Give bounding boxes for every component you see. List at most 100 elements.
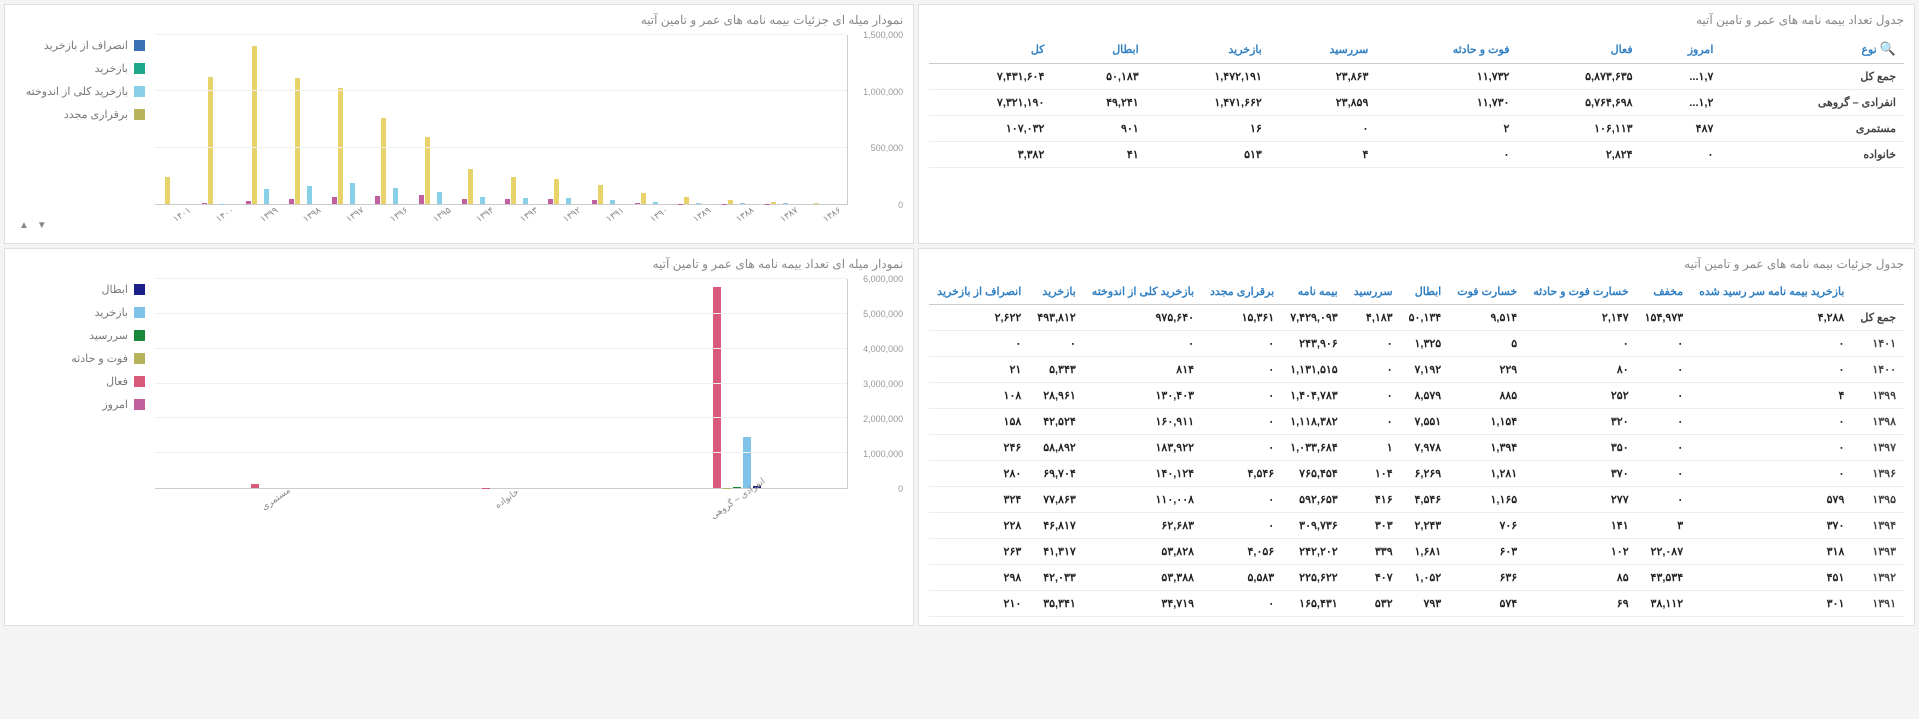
bar[interactable] (814, 203, 819, 204)
bar[interactable] (462, 199, 467, 204)
summary-col-header[interactable]: فعال (1517, 35, 1640, 64)
details-col-header[interactable]: بازخرید کلی از اندوخته (1084, 279, 1202, 305)
legend-label: فوت و حادثه (71, 352, 128, 365)
bar-group (241, 35, 284, 204)
bar[interactable] (381, 118, 386, 204)
bar[interactable] (635, 203, 640, 204)
bar-group (631, 35, 674, 204)
bar[interactable] (548, 199, 553, 204)
bar[interactable] (641, 193, 646, 204)
bar[interactable] (554, 179, 559, 204)
bar-group (544, 35, 587, 204)
legend-label: بازخرید کلی از اندوخته (26, 85, 128, 98)
legend-item[interactable]: برقراری مجدد (15, 108, 145, 121)
y-tick-label: 2,000,000 (863, 414, 903, 424)
legend-item[interactable]: ابطال (15, 283, 145, 296)
table-row[interactable]: ۱۳۹۴۳۷۰۳۱۴۱۷۰۶۲,۲۴۳۳۰۳۳۰۹,۷۳۶۰۶۲,۶۸۳۴۶,۸… (929, 513, 1904, 539)
bar[interactable] (307, 186, 312, 204)
bar-group (198, 35, 241, 204)
bar[interactable] (592, 200, 597, 204)
details-col-header[interactable]: بازخرید (1029, 279, 1084, 305)
details-col-header[interactable]: خسارت فوت (1449, 279, 1525, 305)
bar[interactable] (264, 189, 269, 204)
legend-pager[interactable]: ▼▲ (15, 220, 51, 231)
y-tick-label: 6,000,000 (863, 274, 903, 284)
bar[interactable] (728, 200, 733, 205)
bar[interactable] (419, 195, 424, 204)
bar-group (415, 35, 458, 204)
legend-item[interactable]: فعال (15, 375, 145, 388)
table-row[interactable]: ۱۴۰۱۰۰۰۵۱,۳۲۵۰۲۴۳,۹۰۶۰۰۰۰ (929, 331, 1904, 357)
bar[interactable] (295, 78, 300, 204)
bar[interactable] (350, 183, 355, 204)
legend-item[interactable]: فوت و حادثه (15, 352, 145, 365)
details-col-header[interactable]: برقراری مجدد (1202, 279, 1282, 305)
details-col-header[interactable]: بیمه نامه (1282, 279, 1345, 305)
summary-col-header[interactable]: فوت و حادثه (1376, 35, 1517, 64)
legend-label: فعال (106, 375, 128, 388)
bar[interactable] (468, 169, 473, 204)
bar[interactable] (393, 188, 398, 204)
bar[interactable] (511, 177, 516, 204)
table-row[interactable]: ۱۳۹۷۰۰۳۵۰۱,۳۹۴۷,۹۷۸۱۱,۰۳۳,۶۸۴۰۱۸۳,۹۲۲۵۸,… (929, 435, 1904, 461)
legend-item[interactable]: امروز (15, 398, 145, 411)
details-col-header[interactable]: مخفف (1637, 279, 1692, 305)
summary-col-header[interactable]: ابطال (1052, 35, 1146, 64)
table-row[interactable]: مستمری۴۸۷۱۰۶,۱۱۳۲۰۱۶۹۰۱۱۰۷,۰۳۲ (929, 116, 1904, 142)
bar[interactable] (684, 197, 689, 204)
summary-col-header[interactable]: کل (929, 35, 1052, 64)
bar[interactable] (252, 46, 257, 204)
details-col-header[interactable] (1852, 279, 1904, 305)
table-row[interactable]: خانواده۰۲,۸۲۴۰۴۵۱۳۴۱۳,۳۸۲ (929, 142, 1904, 168)
table-row[interactable]: ۱۳۹۵۵۷۹۰۲۷۷۱,۱۶۵۴,۵۴۶۴۱۶۵۹۲,۶۵۳۰۱۱۰,۰۰۸۷… (929, 487, 1904, 513)
summary-col-header[interactable]: 🔍 نوع (1721, 35, 1904, 64)
legend-item[interactable]: انصراف از بازخرید (15, 39, 145, 52)
table-row[interactable]: جمع کل۴,۲۸۸۱۵۴,۹۷۳۲,۱۴۷۹,۵۱۴۵۰,۱۳۴۴,۱۸۳۷… (929, 305, 1904, 331)
bar[interactable] (437, 192, 442, 204)
bar[interactable] (165, 177, 170, 204)
table-row[interactable]: ۱۳۹۲۴۵۱۴۳,۵۳۴۸۵۶۳۶۱,۰۵۲۴۰۷۲۲۵,۶۲۲۵,۵۸۳۵۳… (929, 565, 1904, 591)
search-icon[interactable]: 🔍 (1880, 41, 1896, 56)
legend-item[interactable]: بازخرید (15, 306, 145, 319)
legend-item[interactable]: بازخرید (15, 62, 145, 75)
bar[interactable] (251, 484, 259, 488)
table-row[interactable]: ۱۳۹۶۰۰۳۷۰۱,۲۸۱۶,۲۶۹۱۰۴۷۶۵,۴۵۴۴,۵۴۶۱۴۰,۱۲… (929, 461, 1904, 487)
legend-swatch (134, 40, 145, 51)
table-row[interactable]: جمع کل۱,۷...۵,۸۷۳,۶۳۵۱۱,۷۳۲۲۳,۸۶۳۱,۴۷۲,۱… (929, 64, 1904, 90)
legend-item[interactable]: سررسید (15, 329, 145, 342)
bar-group (285, 35, 328, 204)
bar[interactable] (246, 201, 251, 204)
legend-swatch (134, 376, 145, 387)
bar[interactable] (208, 77, 213, 204)
bar[interactable] (598, 185, 603, 204)
legend-item[interactable]: بازخرید کلی از اندوخته (15, 85, 145, 98)
legend-label: ابطال (102, 283, 129, 296)
bar-group (804, 35, 847, 204)
table-row[interactable]: ۱۳۹۱۳۰۱۳۸,۱۱۲۶۹۵۷۴۷۹۳۵۳۲۱۶۵,۴۳۱۰۳۴,۷۱۹۳۵… (929, 591, 1904, 617)
table-row[interactable]: ۱۳۹۳۳۱۸۲۲,۰۸۷۱۰۲۶۰۳۱,۶۸۱۳۳۹۲۴۲,۲۰۲۴,۰۵۶۵… (929, 539, 1904, 565)
legend-swatch (134, 307, 145, 318)
bar[interactable] (505, 199, 510, 204)
summary-col-header[interactable]: امروز (1641, 35, 1722, 64)
count-chart-legend: ابطال بازخرید سررسید فوت و حادثه فعال امروز (15, 279, 145, 519)
bar[interactable] (289, 199, 294, 204)
table-row[interactable]: ۱۳۹۹۴۰۲۵۲۸۸۵۸,۵۷۹۰۱,۴۰۴,۷۸۳۰۱۳۰,۴۰۳۲۸,۹۶… (929, 383, 1904, 409)
details-col-header[interactable]: ابطال (1401, 279, 1450, 305)
table-row[interactable]: ۱۳۹۸۰۰۳۲۰۱,۱۵۴۷,۵۵۱۰۱,۱۱۸,۳۸۲۰۱۶۰,۹۱۱۴۲,… (929, 409, 1904, 435)
bar[interactable] (771, 202, 776, 204)
bar[interactable] (713, 287, 721, 488)
table-row[interactable]: انفرادی – گروهی۱,۲...۵,۷۶۴,۶۹۸۱۱,۷۳۰۲۳,۸… (929, 90, 1904, 116)
bar[interactable] (332, 197, 337, 204)
table-row[interactable]: ۱۴۰۰۰۰۸۰۲۲۹۷,۱۹۲۰۱,۱۳۱,۵۱۵۰۸۱۴۵,۳۴۳۲۱ (929, 357, 1904, 383)
details-col-header[interactable]: بازخرید بیمه نامه سر رسید شده (1691, 279, 1852, 305)
bar[interactable] (202, 203, 207, 204)
details-col-header[interactable]: انصراف از بازخرید (929, 279, 1029, 305)
count-chart: 01,000,0002,000,0003,000,0004,000,0005,0… (155, 279, 903, 519)
summary-col-header[interactable]: بازخرید (1147, 35, 1270, 64)
legend-label: انصراف از بازخرید (44, 39, 128, 52)
bar-group (717, 35, 760, 204)
summary-col-header[interactable]: سررسید (1270, 35, 1377, 64)
details-col-header[interactable]: خسارت فوت و حادثه (1525, 279, 1636, 305)
details-col-header[interactable]: سررسید (1346, 279, 1401, 305)
bar[interactable] (375, 196, 380, 204)
